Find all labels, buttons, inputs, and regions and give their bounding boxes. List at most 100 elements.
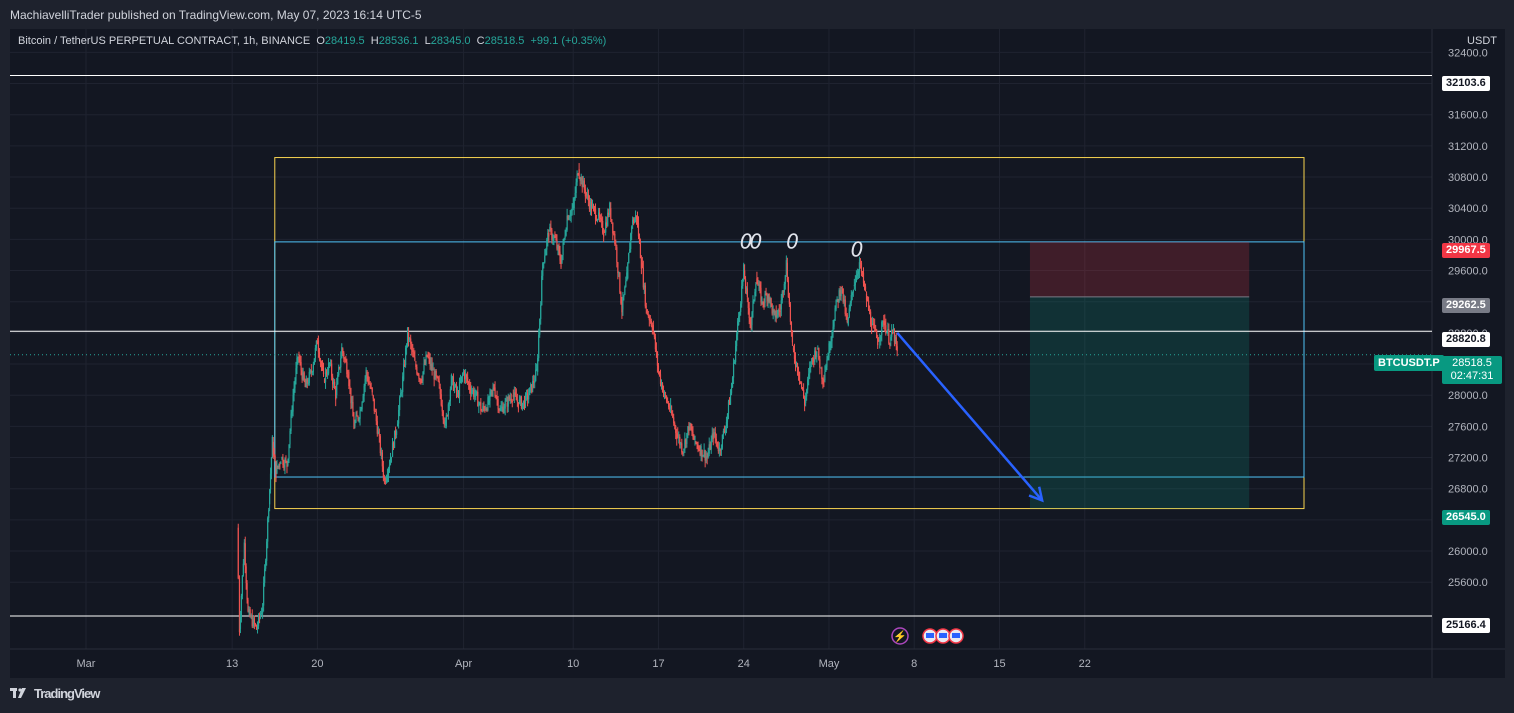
top-annotation: 0 (786, 230, 799, 254)
x-tick-label: 22 (1079, 658, 1091, 670)
candle-body (476, 391, 478, 396)
candle-body (380, 452, 382, 454)
candle-body (366, 371, 368, 377)
candle-body (318, 351, 321, 360)
candle-body (315, 340, 318, 349)
candle-body (570, 210, 572, 216)
candle-body (565, 229, 567, 236)
range-box-inner (274, 241, 1305, 478)
y-tick-label: 26000.0 (1448, 546, 1488, 558)
lightning-event-icon[interactable] (891, 627, 909, 645)
candle-body (368, 382, 370, 385)
publisher-line: MachiavelliTrader published on TradingVi… (10, 8, 422, 22)
candle-body (533, 380, 535, 384)
candle-body (438, 381, 440, 384)
candle-body (718, 447, 720, 452)
candle-body (865, 293, 868, 301)
candle-body (777, 310, 779, 315)
candle-body (663, 391, 666, 393)
candle-body (489, 391, 491, 401)
candle-body (637, 223, 640, 237)
candle-body (624, 286, 626, 295)
candle-body (313, 358, 315, 365)
last-price-tag: 28518.5 02:47:31 (1442, 356, 1502, 384)
x-tick-label: 24 (738, 658, 750, 670)
candle-body (463, 371, 466, 379)
candle-body (498, 409, 500, 411)
candle-body (275, 461, 277, 479)
candle-body (336, 384, 338, 396)
candle-body (701, 449, 703, 457)
candle-body (559, 251, 561, 261)
candle-body (557, 245, 559, 249)
candle-body (588, 200, 591, 210)
candle-body (563, 238, 565, 244)
candle-body (487, 397, 489, 411)
candle-body (818, 348, 820, 360)
chart-pane[interactable]: 25600.026000.026400.026800.027200.027600… (10, 29, 1505, 678)
candle-body (886, 332, 888, 334)
footer-brand[interactable]: TradingView (34, 686, 100, 701)
candle-body (466, 374, 468, 378)
candle-body (567, 215, 569, 220)
candle-body (713, 432, 715, 435)
candle-body (385, 478, 388, 483)
candle-body (675, 426, 677, 433)
candle-body (448, 401, 450, 405)
candle-body (615, 243, 617, 246)
candle-body (712, 433, 714, 439)
candle-body (582, 180, 584, 188)
candle-body (348, 371, 350, 387)
candle-body (544, 255, 546, 263)
price-chart[interactable]: 25600.026000.026400.026800.027200.027600… (10, 29, 1505, 678)
candle-body (432, 369, 434, 371)
candle-body (410, 338, 412, 344)
candle-body (376, 421, 378, 434)
candle-body (677, 434, 679, 438)
candle-body (556, 239, 558, 249)
candle-body (375, 411, 377, 422)
candle-body (433, 371, 435, 380)
candle-body (349, 386, 351, 388)
candle-body (484, 407, 486, 411)
high-label: H (370, 35, 379, 47)
candle-body (830, 341, 832, 348)
candle-body (649, 320, 651, 322)
candle-body (246, 583, 248, 600)
candle-body (854, 281, 856, 285)
change-value: +99.1 (+0.35%) (530, 35, 607, 47)
candle-body (687, 426, 689, 434)
candle-body (662, 391, 665, 393)
candle-body (465, 374, 467, 379)
candle-body (304, 380, 306, 388)
open-value: 28419.5 (324, 35, 365, 47)
candle-body (600, 218, 602, 220)
candle-body (451, 376, 454, 380)
flag-canton-icon (939, 633, 947, 638)
down-arrow-head (1028, 486, 1044, 503)
candle-body (645, 306, 647, 308)
candle-body (720, 447, 722, 451)
candle-body (257, 615, 260, 627)
candle-body (621, 303, 623, 313)
candle-body (281, 457, 283, 459)
candle-body (857, 271, 860, 275)
candle-body (672, 413, 674, 418)
candle-body (243, 542, 245, 564)
candle-body (661, 383, 664, 392)
candle-body (278, 463, 280, 467)
candle-body (469, 383, 471, 390)
candle-body (864, 286, 867, 290)
candle-body (824, 371, 826, 381)
candle-body (502, 406, 504, 413)
candle-body (658, 371, 661, 375)
candle-body (260, 612, 263, 614)
candle-body (657, 365, 660, 372)
candle-body (237, 527, 239, 579)
candle-body (309, 370, 311, 372)
y-tick-label: 32400.0 (1448, 47, 1488, 59)
candle-body (587, 194, 590, 201)
candle-body (591, 206, 594, 209)
candle-body (610, 208, 612, 220)
candle-body (390, 456, 393, 458)
